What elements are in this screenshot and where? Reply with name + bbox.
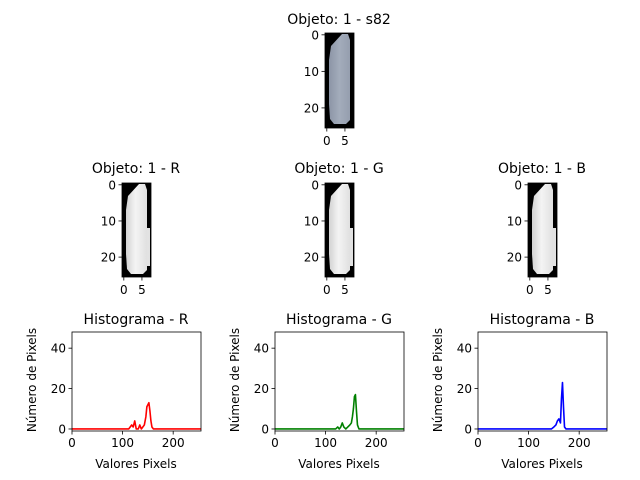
- histogram-b-ylabel: Número de Pixels: [431, 328, 445, 432]
- channel-g-title: Objeto: 1 - G: [294, 161, 383, 177]
- histogram-g-xtick-label: 200: [365, 436, 388, 450]
- histogram-g-ylabel: Número de Pixels: [228, 328, 242, 432]
- histogram-r-ylabel: Número de Pixels: [25, 328, 39, 432]
- histogram-b-xtick-label: 0: [474, 436, 482, 450]
- g-image-ytick-label: 20: [304, 251, 319, 265]
- histogram-g-xtick-label: 100: [314, 436, 337, 450]
- histogram-r-panel: Histograma - R Valores Pixels Número de …: [25, 312, 202, 471]
- r-image-ytick-label: 10: [101, 214, 116, 228]
- histogram-r-ytick-label: 20: [51, 382, 66, 396]
- histogram-b-ytick-label: 40: [457, 342, 472, 356]
- r-image-ytick-label: 20: [101, 251, 116, 265]
- top-image-title: Objeto: 1 - s82: [287, 12, 391, 28]
- histogram-b-ytick-label: 0: [464, 422, 472, 436]
- histogram-r-ytick-label: 0: [58, 422, 66, 436]
- b-image-xtick-label: 5: [544, 283, 552, 297]
- histogram-r-ytick-label: 40: [51, 342, 66, 356]
- b-image-xtick-label: 0: [526, 283, 534, 297]
- histogram-g-ytick-label: 0: [261, 422, 269, 436]
- channel-image-b: Objeto: 1 - B: [498, 161, 586, 278]
- channel-b-object: [532, 184, 553, 274]
- channel-g-frame: [324, 182, 355, 278]
- histogram-r-xtick-label: 100: [111, 436, 134, 450]
- channel-r-right-strip: [147, 228, 150, 266]
- histogram-b-xlabel: Valores Pixels: [501, 457, 582, 471]
- top-image-panel: Objeto: 1 - s82: [287, 12, 391, 129]
- histogram-r-title: Histograma - R: [84, 312, 189, 328]
- channel-image-r: Objeto: 1 - R: [92, 161, 180, 278]
- b-image-ytick-label: 10: [507, 214, 522, 228]
- channel-g-object: [329, 184, 350, 274]
- histogram-g-ytick-label: 40: [254, 342, 269, 356]
- histogram-g-line: [275, 393, 404, 430]
- top-image-xtick-label: 0: [323, 134, 331, 148]
- b-image-ytick-label: 20: [507, 251, 522, 265]
- b-image-ytick-label: 0: [514, 178, 522, 192]
- channel-b-frame: [527, 182, 558, 278]
- channel-r-frame: [121, 182, 152, 278]
- histogram-b-frame: [477, 331, 608, 432]
- g-image-xtick-label: 0: [323, 283, 331, 297]
- top-image-ytick-label: 20: [304, 101, 319, 115]
- r-image-xtick-label: 5: [138, 283, 146, 297]
- histogram-g-title: Histograma - G: [286, 312, 392, 328]
- histogram-g-frame: [274, 331, 405, 432]
- channel-r-object: [126, 184, 147, 274]
- g-image-ytick-label: 0: [311, 178, 319, 192]
- histogram-b-xtick-label: 100: [517, 436, 540, 450]
- histogram-b-panel: Histograma - B Valores Pixels Número de …: [431, 312, 608, 471]
- histogram-g-xlabel: Valores Pixels: [298, 457, 379, 471]
- histogram-g-ytick-label: 20: [254, 382, 269, 396]
- histogram-b-title: Histograma - B: [490, 312, 595, 328]
- histogram-b-xtick-label: 200: [568, 436, 591, 450]
- channel-b-right-strip: [553, 228, 556, 266]
- channel-b-title: Objeto: 1 - B: [498, 161, 586, 177]
- histogram-g-xtick-label: 0: [271, 436, 279, 450]
- top-image-ytick-label: 0: [311, 28, 319, 42]
- histogram-r-line: [72, 401, 201, 430]
- r-image-ytick-label: 0: [108, 178, 116, 192]
- top-image-ytick-label: 10: [304, 65, 319, 79]
- top-image-frame: [324, 32, 355, 129]
- g-image-ytick-label: 10: [304, 214, 319, 228]
- top-image-xtick-label: 5: [341, 134, 349, 148]
- histogram-r-xtick-label: 0: [68, 436, 76, 450]
- histogram-r-frame: [71, 331, 202, 432]
- histogram-r-xlabel: Valores Pixels: [95, 457, 176, 471]
- r-image-xtick-label: 0: [120, 283, 128, 297]
- histogram-r-xtick-label: 200: [162, 436, 185, 450]
- channel-g-right-strip: [350, 228, 353, 266]
- top-image-object: [329, 34, 350, 124]
- channel-r-title: Objeto: 1 - R: [92, 161, 180, 177]
- histogram-b-line: [478, 381, 607, 430]
- histogram-g-panel: Histograma - G Valores Pixels Número de …: [228, 312, 405, 471]
- histogram-b-ytick-label: 20: [457, 382, 472, 396]
- g-image-xtick-label: 5: [341, 283, 349, 297]
- channel-image-g: Objeto: 1 - G: [294, 161, 384, 278]
